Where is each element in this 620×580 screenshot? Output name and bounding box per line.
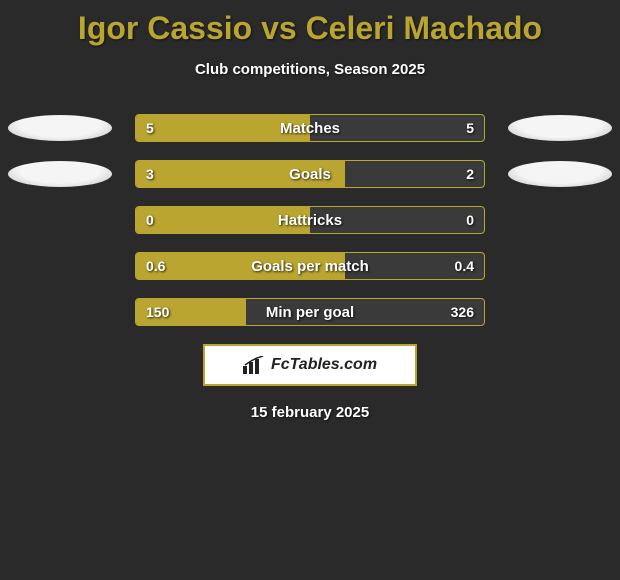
stat-row: 150Min per goal326	[0, 298, 620, 326]
player-right-oval	[508, 115, 612, 141]
stat-row: 0.6Goals per match0.4	[0, 252, 620, 280]
stat-bar: 0.6Goals per match0.4	[135, 252, 485, 280]
stat-value-left: 3	[146, 161, 154, 187]
comparison-subtitle: Club competitions, Season 2025	[0, 61, 620, 78]
logo-text: FcTables.com	[271, 356, 377, 374]
source-logo: FcTables.com	[203, 344, 417, 386]
stat-value-right: 0	[466, 207, 474, 233]
stat-value-left: 150	[146, 299, 169, 325]
stat-value-right: 2	[466, 161, 474, 187]
stat-row: 3Goals2	[0, 160, 620, 188]
stat-bar: 0Hattricks0	[135, 206, 485, 234]
player-left-oval	[8, 115, 112, 141]
stat-row: 0Hattricks0	[0, 206, 620, 234]
comparison-title: Igor Cassio vs Celeri Machado	[0, 0, 620, 47]
stat-bar: 5Matches5	[135, 114, 485, 142]
stat-row: 5Matches5	[0, 114, 620, 142]
stat-bar: 150Min per goal326	[135, 298, 485, 326]
stat-bar-fill	[136, 115, 310, 141]
comparison-date: 15 february 2025	[0, 404, 620, 421]
player-right-oval	[508, 161, 612, 187]
stat-bar-fill	[136, 207, 310, 233]
player-left-oval	[8, 161, 112, 187]
stat-bar-fill	[136, 253, 345, 279]
stat-value-left: 0	[146, 207, 154, 233]
bar-chart-icon	[243, 356, 265, 374]
stat-value-right: 326	[451, 299, 474, 325]
stat-rows: 5Matches5 3Goals2 0Hattricks0 0.6Goals per …	[0, 114, 620, 326]
stat-value-right: 5	[466, 115, 474, 141]
stat-bar-fill	[136, 161, 345, 187]
stat-value-left: 0.6	[146, 253, 165, 279]
stat-value-left: 5	[146, 115, 154, 141]
stat-bar: 3Goals2	[135, 160, 485, 188]
stat-value-right: 0.4	[455, 253, 474, 279]
